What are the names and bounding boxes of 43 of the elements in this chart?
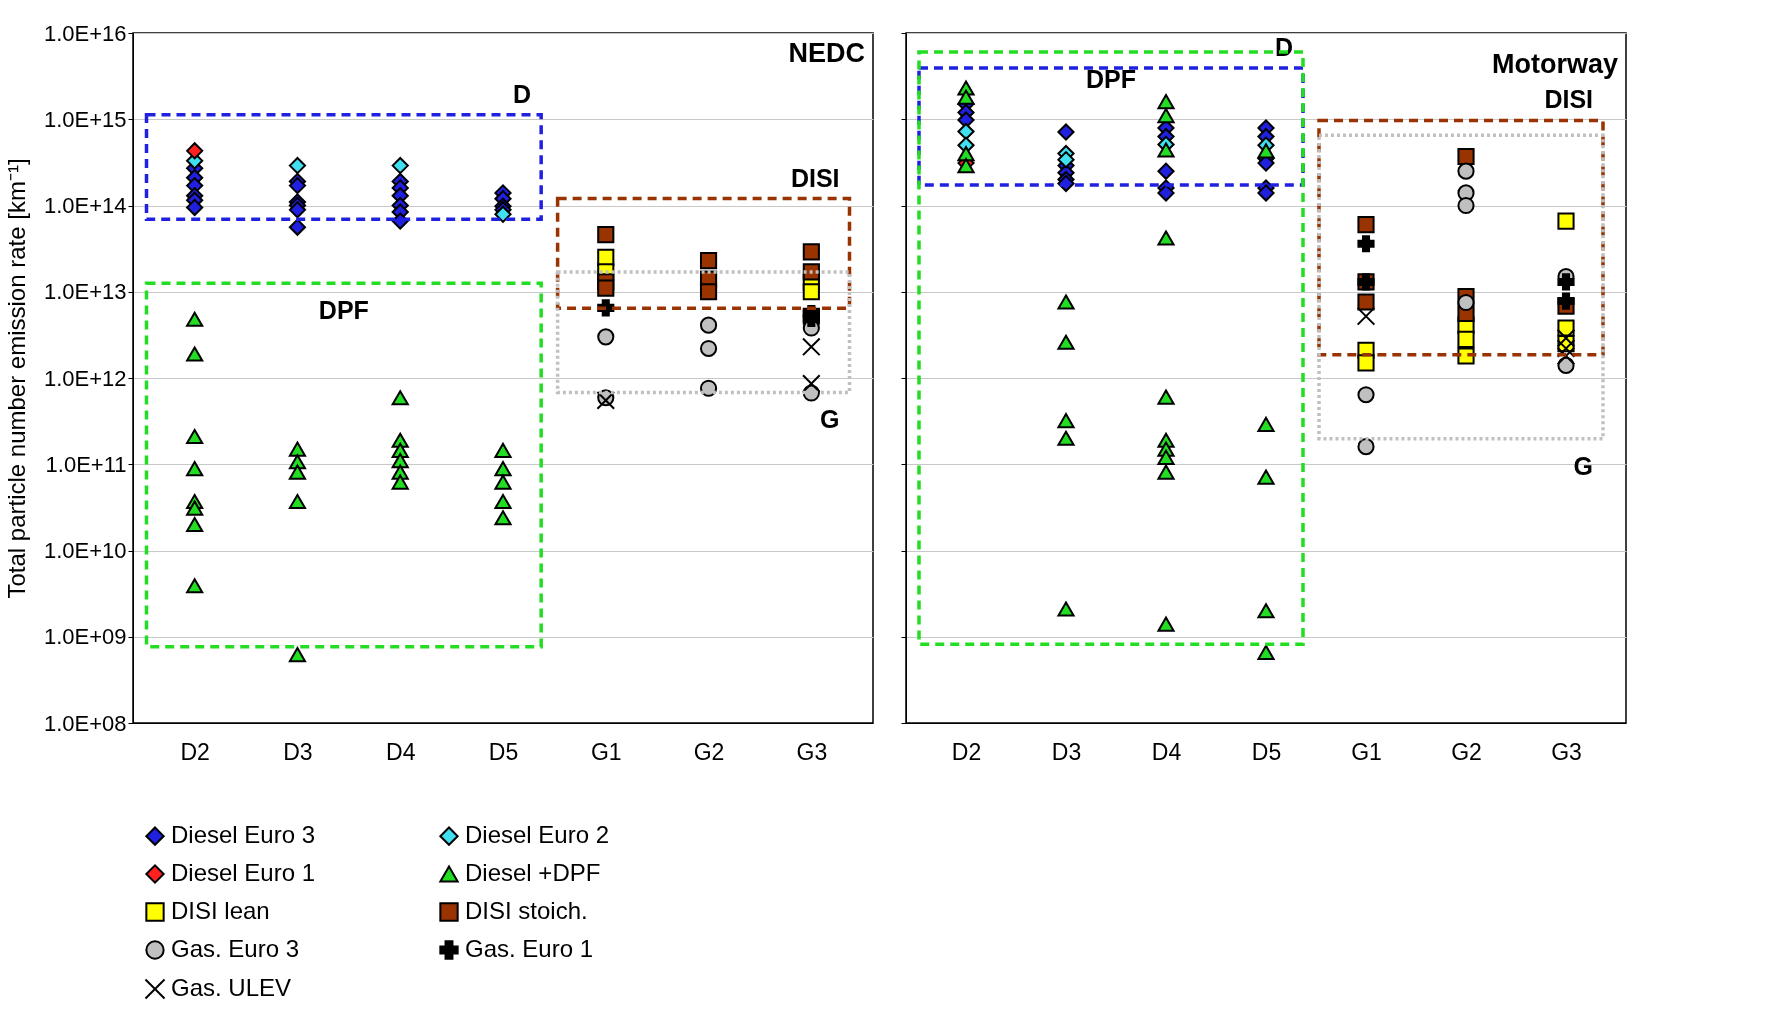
annotation: DPF bbox=[318, 296, 369, 325]
x-tick-label: G2 bbox=[1451, 738, 1482, 765]
x-tick-label: G1 bbox=[590, 738, 622, 765]
y-tick-label: 1.0E+08 bbox=[43, 710, 127, 736]
y-tick-label: 1.0E+09 bbox=[43, 624, 127, 650]
y-tick-label: 1.0E+13 bbox=[43, 279, 127, 305]
annotation: DISI bbox=[790, 163, 840, 192]
y-tick-label: 1.0E+10 bbox=[43, 538, 127, 563]
legend-label: Gas. Euro 3 bbox=[171, 935, 300, 962]
x-tick-label: G2 bbox=[693, 738, 725, 765]
annotation: DPF bbox=[1086, 65, 1136, 94]
y-tick-label: 1.0E+11 bbox=[45, 451, 127, 477]
x-tick-label: D4 bbox=[1151, 738, 1182, 765]
x-tick-label: D5 bbox=[1251, 738, 1282, 765]
x-tick-label: D4 bbox=[386, 738, 416, 765]
x-tick-label: G1 bbox=[1351, 738, 1382, 765]
legend-label: Diesel Euro 3 bbox=[171, 821, 316, 849]
legend-label: Gas. ULEV bbox=[171, 974, 292, 1001]
legend-label: DISI stoich. bbox=[465, 897, 588, 924]
legend-label: Gas. Euro 1 bbox=[465, 935, 594, 962]
y-tick-label: 1.0E+15 bbox=[43, 106, 127, 132]
y-axis-title: Total particle number emission rate [km⁻¹] bbox=[2, 158, 30, 599]
y-tick-label: 1.0E+16 bbox=[43, 20, 127, 46]
x-tick-label: D3 bbox=[283, 738, 313, 765]
x-tick-label: D3 bbox=[1051, 738, 1082, 765]
annotation: DISI bbox=[1544, 85, 1593, 114]
y-tick-label: 1.0E+14 bbox=[43, 193, 127, 218]
annotation: G bbox=[1573, 451, 1593, 480]
legend-label: Diesel +DPF bbox=[465, 859, 601, 886]
x-tick-label: G3 bbox=[796, 738, 828, 765]
x-tick-label: D5 bbox=[488, 738, 519, 765]
chart-title: NEDC bbox=[788, 38, 865, 68]
y-tick-label: 1.0E+12 bbox=[43, 365, 127, 391]
text: Motorway bbox=[1491, 48, 1618, 79]
annotation: D bbox=[513, 79, 532, 108]
legend-label: Diesel Euro 2 bbox=[465, 821, 610, 849]
annotation: G bbox=[820, 405, 840, 434]
legend-label: DISI lean bbox=[171, 897, 270, 924]
x-tick-label: D2 bbox=[951, 738, 982, 765]
annotation: D bbox=[1274, 33, 1293, 62]
x-tick-label: D2 bbox=[180, 738, 210, 765]
legend-label: Diesel Euro 1 bbox=[171, 859, 316, 886]
x-tick-label: G3 bbox=[1551, 738, 1582, 765]
